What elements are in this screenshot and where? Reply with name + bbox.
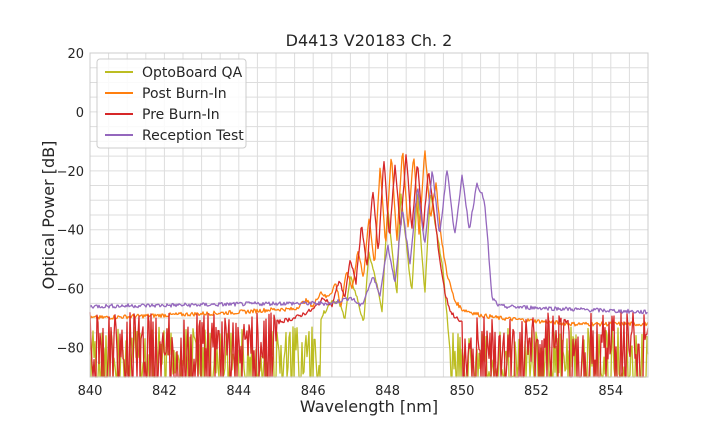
chart-title: D4413 V20183 Ch. 2: [286, 31, 453, 50]
y-tick-label: −80: [57, 342, 84, 357]
plot-frame: [89, 52, 649, 378]
x-tick-label: 854: [598, 384, 623, 399]
y-tick-label: 20: [67, 47, 84, 62]
tick-labels: 840 842 844 846 848 850 852 854 20 0 −20 −40 −60 −80: [57, 47, 624, 399]
series-line: [89, 150, 649, 327]
y-tick-label: −40: [57, 224, 84, 239]
x-tick-label: 852: [524, 384, 549, 399]
x-axis-label: Wavelength [nm]: [300, 397, 438, 416]
legend-label: Pre Burn-In: [142, 107, 220, 123]
y-tick-label: −60: [57, 283, 84, 298]
x-tick-label: 848: [375, 384, 400, 399]
y-tick-label: 0: [76, 106, 84, 121]
y-axis-label: Optical Power [dB]: [39, 141, 58, 290]
x-tick-label: 844: [226, 384, 251, 399]
x-tick-label: 842: [152, 384, 177, 399]
legend-label: OptoBoard QA: [142, 65, 243, 81]
series-line: [89, 170, 649, 315]
legend-box: [96, 58, 247, 149]
legend-label: Post Burn-In: [142, 86, 227, 102]
x-tick-label: 840: [78, 384, 103, 399]
x-tick-label: 846: [301, 384, 326, 399]
legend-label: Reception Test: [142, 128, 244, 144]
legend: OptoBoard QA Post Burn-In Pre Burn-In Recep…: [96, 58, 247, 149]
y-tick-label: −20: [57, 165, 84, 180]
x-tick-label: 850: [450, 384, 475, 399]
